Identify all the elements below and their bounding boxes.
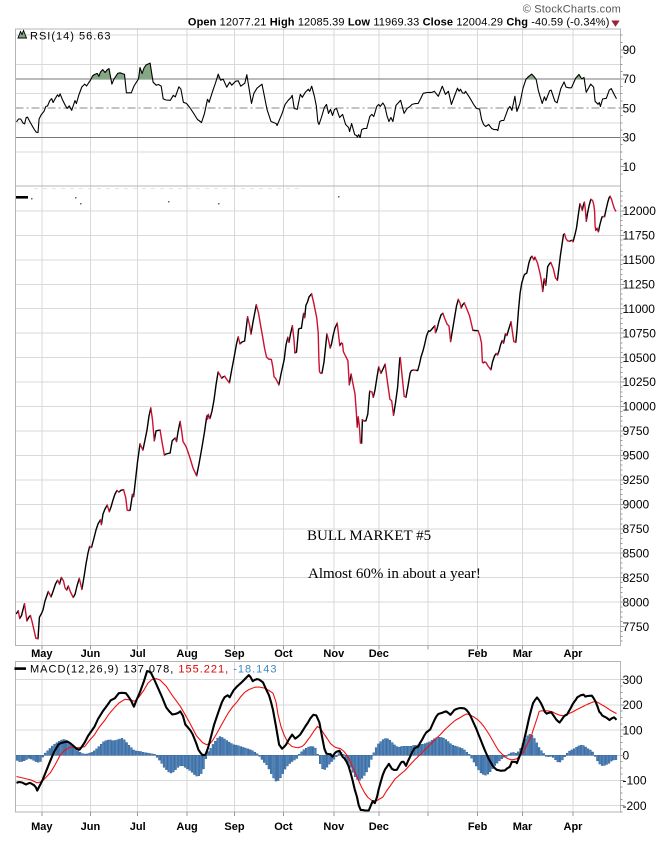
svg-text:May: May (31, 821, 53, 833)
svg-text:200: 200 (623, 698, 643, 712)
svg-text:Apr: Apr (564, 821, 584, 833)
svg-text:8750: 8750 (623, 522, 650, 536)
svg-text:10750: 10750 (623, 326, 657, 340)
svg-text:Mar: Mar (513, 821, 533, 833)
svg-text:Sep: Sep (224, 648, 244, 660)
svg-text:Sep: Sep (224, 821, 244, 833)
svg-text:9000: 9000 (623, 498, 650, 512)
svg-text:7750: 7750 (623, 620, 650, 634)
svg-text:30: 30 (623, 131, 637, 145)
svg-text:Almost 60% in about a year!: Almost 60% in about a year! (308, 566, 481, 582)
svg-text:RSI(14) 56.63: RSI(14) 56.63 (30, 31, 111, 43)
svg-text:10: 10 (623, 160, 637, 174)
svg-text:12000: 12000 (623, 204, 657, 218)
svg-text:10000: 10000 (623, 400, 657, 414)
svg-text:0: 0 (623, 749, 630, 763)
svg-text:-200: -200 (623, 799, 647, 813)
svg-text:50: 50 (623, 101, 637, 115)
svg-text:Jul: Jul (130, 648, 146, 660)
svg-text:10250: 10250 (623, 375, 657, 389)
svg-text:Nov: Nov (323, 821, 345, 833)
svg-text:© StockCharts.com: © StockCharts.com (523, 4, 621, 16)
svg-text:10500: 10500 (623, 351, 657, 365)
svg-text:70: 70 (623, 72, 637, 86)
svg-text:Open 12077.21 High 12085.39 Lo: Open 12077.21 High 12085.39 Low 11969.33… (188, 17, 610, 29)
svg-text:100: 100 (623, 723, 643, 737)
svg-text:9750: 9750 (623, 424, 650, 438)
svg-text:8250: 8250 (623, 571, 650, 585)
svg-text:-100: -100 (623, 774, 647, 788)
svg-text:11250: 11250 (623, 277, 656, 291)
svg-text:Apr: Apr (564, 648, 584, 660)
svg-text:8500: 8500 (623, 546, 650, 560)
svg-text:90: 90 (623, 43, 637, 57)
svg-text:Jun: Jun (81, 821, 101, 833)
svg-text:Dec: Dec (369, 821, 389, 833)
svg-text:9500: 9500 (623, 449, 650, 463)
svg-text:Dec: Dec (369, 648, 389, 660)
svg-text:Feb: Feb (468, 821, 488, 833)
svg-text:BULL MARKET #5: BULL MARKET #5 (307, 528, 431, 544)
svg-text:300: 300 (623, 673, 643, 687)
svg-text:11500: 11500 (623, 253, 656, 267)
svg-text:Mar: Mar (513, 648, 533, 660)
svg-text:8000: 8000 (623, 595, 650, 609)
svg-text:Oct: Oct (274, 821, 293, 833)
svg-text:Oct: Oct (274, 648, 293, 660)
svg-text:May: May (31, 648, 53, 660)
svg-text:Aug: Aug (176, 821, 197, 833)
svg-text:9250: 9250 (623, 473, 650, 487)
svg-text:11000: 11000 (623, 302, 656, 316)
svg-text:Feb: Feb (468, 648, 488, 660)
svg-text:Jul: Jul (130, 821, 146, 833)
svg-text:Aug: Aug (176, 648, 197, 660)
svg-text:11750: 11750 (623, 229, 656, 243)
svg-text:Nov: Nov (323, 648, 345, 660)
svg-text:Jun: Jun (81, 648, 101, 660)
svg-text:MACD(12,26,9) 137.078, 155.221: MACD(12,26,9) 137.078, 155.221, -18.143 (30, 664, 278, 676)
